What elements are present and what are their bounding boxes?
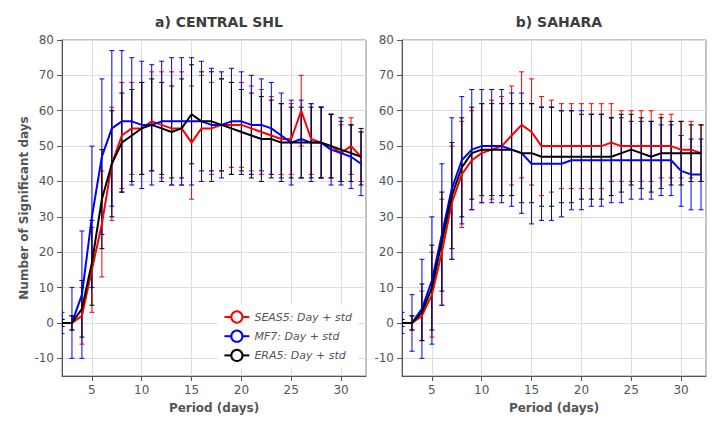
- svg-text:20: 20: [234, 383, 249, 397]
- svg-text:80: 80: [379, 33, 394, 47]
- svg-text:30: 30: [39, 210, 54, 224]
- svg-text:MF7: Day + std: MF7: Day + std: [254, 330, 340, 343]
- svg-text:-10: -10: [374, 351, 394, 365]
- svg-text:b) SAHARA: b) SAHARA: [516, 14, 603, 30]
- svg-text:ERA5: Day + std: ERA5: Day + std: [254, 349, 346, 362]
- svg-text:Number of Significant days: Number of Significant days: [17, 116, 31, 299]
- svg-text:80: 80: [39, 33, 54, 47]
- svg-text:60: 60: [379, 104, 394, 118]
- svg-text:25: 25: [284, 383, 299, 397]
- svg-text:40: 40: [379, 174, 394, 188]
- svg-text:70: 70: [379, 68, 394, 82]
- svg-text:50: 50: [39, 139, 54, 153]
- svg-text:5: 5: [88, 383, 96, 397]
- svg-text:0: 0: [386, 316, 394, 330]
- svg-text:20: 20: [379, 245, 394, 259]
- svg-text:30: 30: [333, 383, 348, 397]
- svg-text:10: 10: [134, 383, 149, 397]
- svg-text:10: 10: [379, 281, 394, 295]
- svg-text:20: 20: [39, 245, 54, 259]
- svg-text:10: 10: [474, 383, 489, 397]
- svg-text:-10: -10: [34, 351, 54, 365]
- svg-text:0: 0: [46, 316, 54, 330]
- svg-text:SEAS5: Day + std: SEAS5: Day + std: [254, 311, 353, 324]
- svg-text:5: 5: [428, 383, 436, 397]
- svg-text:Period (days): Period (days): [509, 401, 599, 415]
- svg-text:Period (days): Period (days): [169, 401, 259, 415]
- svg-text:70: 70: [39, 68, 54, 82]
- svg-text:15: 15: [524, 383, 539, 397]
- svg-text:30: 30: [673, 383, 688, 397]
- svg-text:a) CENTRAL SHL: a) CENTRAL SHL: [155, 14, 283, 30]
- svg-text:10: 10: [39, 281, 54, 295]
- svg-text:25: 25: [624, 383, 639, 397]
- svg-text:60: 60: [39, 104, 54, 118]
- svg-text:20: 20: [574, 383, 589, 397]
- svg-text:50: 50: [379, 139, 394, 153]
- svg-text:15: 15: [184, 383, 199, 397]
- svg-text:40: 40: [39, 174, 54, 188]
- svg-text:30: 30: [379, 210, 394, 224]
